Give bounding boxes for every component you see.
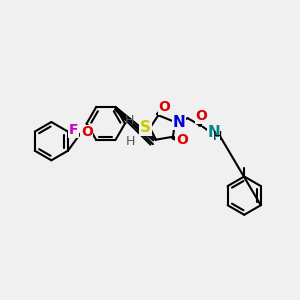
Text: H: H [126,135,136,148]
Text: N: N [208,125,220,140]
Text: F: F [68,123,78,137]
Text: S: S [140,120,151,135]
Text: H: H [124,115,134,128]
Text: O: O [158,100,170,114]
Text: N: N [173,115,185,130]
Text: O: O [176,133,188,147]
Text: H: H [213,130,222,143]
Text: O: O [81,125,93,139]
Text: O: O [196,110,208,123]
